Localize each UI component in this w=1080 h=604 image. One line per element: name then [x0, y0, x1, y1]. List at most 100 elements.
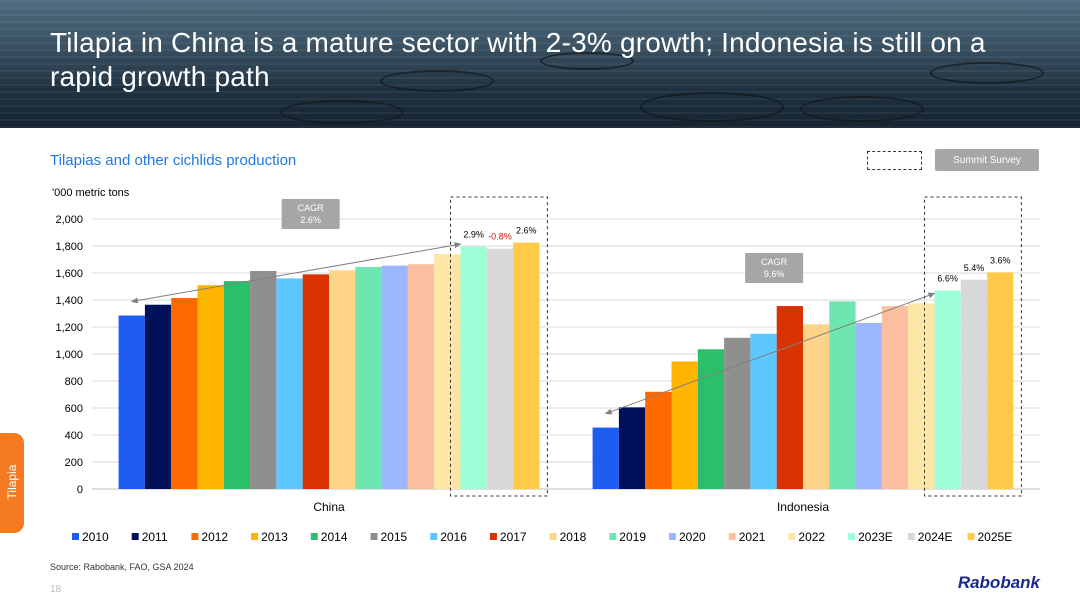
- legend-swatch: [131, 533, 139, 540]
- legend-label: 2020: [679, 530, 706, 544]
- growth-label: -0.8%: [488, 232, 512, 242]
- legend-swatch: [788, 533, 796, 540]
- legend-swatch: [609, 533, 617, 540]
- bar-china-2020: [381, 265, 408, 489]
- bar-china-2017: [302, 274, 329, 489]
- bar-indonesia-2011: [618, 407, 646, 489]
- y-tick-label: 0: [77, 484, 83, 496]
- growth-label: 6.6%: [937, 274, 958, 284]
- legend-label: 2013: [261, 530, 288, 544]
- y-tick-label: 1,000: [55, 349, 83, 361]
- bar-china-2015: [250, 270, 277, 489]
- legend-label: 2022: [798, 530, 825, 544]
- growth-label: 2.6%: [516, 226, 537, 236]
- legend-label: 2024E: [918, 530, 953, 544]
- legend-label: 2021: [739, 530, 766, 544]
- bar-china-2022: [434, 254, 461, 489]
- rabobank-logo: Rabobank: [957, 573, 1040, 592]
- legend-label: 2010: [82, 530, 109, 544]
- cagr-callout-value: 9.6%: [764, 269, 785, 279]
- bar-china-2010: [118, 315, 145, 489]
- page-title: Tilapia in China is a mature sector with…: [50, 27, 986, 92]
- y-tick-label: 1,200: [55, 322, 83, 334]
- bar-china-2021: [407, 264, 435, 489]
- bar-china-2013: [197, 285, 224, 489]
- bar-china-2025e: [513, 242, 540, 489]
- y-axis-unit-label: '000 metric tons: [52, 187, 130, 199]
- bar-china-2012: [171, 297, 198, 489]
- bar-china-2019: [355, 266, 382, 489]
- bar-indonesia-2012: [645, 391, 672, 489]
- source-note: Source: Rabobank, FAO, GSA 2024: [50, 562, 194, 572]
- legend-label: 2016: [440, 530, 467, 544]
- bar-china-2018: [329, 270, 356, 489]
- y-tick-label: 200: [65, 457, 83, 469]
- bar-indonesia-2023e: [934, 290, 961, 489]
- bar-indonesia-2015: [724, 337, 751, 489]
- fish-pen-image: [280, 100, 404, 124]
- bar-china-2011: [144, 304, 172, 489]
- forecast-dashed-box: [450, 196, 548, 497]
- cagr-callout-value: 2.6%: [300, 215, 321, 225]
- legend-label: 2023E: [858, 530, 893, 544]
- bar-indonesia-2025e: [987, 272, 1014, 489]
- cagr-trend-arrow: [604, 292, 936, 415]
- cagr-trend-arrow: [130, 242, 462, 304]
- cagr-callout-label: CAGR: [761, 257, 788, 267]
- legend-label: 2017: [500, 530, 527, 544]
- page-number: 18: [50, 584, 62, 595]
- legend-swatch: [669, 533, 676, 540]
- legend-label: 2011: [142, 530, 168, 544]
- bar-china-2014: [223, 281, 251, 489]
- fish-pen-image: [380, 70, 494, 92]
- bar-indonesia-2020: [855, 322, 882, 489]
- cagr-callout: [281, 199, 340, 229]
- y-tick-label: 1,600: [55, 268, 83, 280]
- y-tick-label: 800: [65, 376, 83, 388]
- bar-indonesia-2019: [829, 301, 856, 489]
- y-tick-label: 2,000: [55, 214, 83, 226]
- legend-swatch: [370, 533, 378, 540]
- bar-indonesia-2010: [592, 427, 619, 489]
- legend-label: 2015: [381, 530, 408, 544]
- legend-swatch: [967, 533, 975, 540]
- legend-swatch: [728, 533, 736, 540]
- legend-swatch: [907, 533, 915, 540]
- bar-indonesia-2013: [671, 361, 698, 489]
- legend-label: 2012: [201, 530, 228, 544]
- bar-indonesia-2016: [750, 333, 777, 489]
- legend-swatch: [489, 533, 497, 540]
- growth-label: 3.6%: [990, 255, 1011, 265]
- legend-swatch: [191, 533, 199, 540]
- bar-indonesia-2021: [881, 306, 909, 489]
- legend-swatch: [848, 533, 856, 540]
- side-tab[interactable]: Tilapia: [0, 433, 24, 533]
- survey-legend-box: [867, 151, 922, 170]
- legend-label: 2025E: [978, 530, 1013, 544]
- legend-swatch: [549, 533, 557, 540]
- fish-pen-image: [540, 52, 634, 70]
- bar-indonesia-2017: [776, 306, 803, 489]
- bar-indonesia-2018: [803, 324, 830, 489]
- legend-label: 2014: [321, 530, 348, 544]
- legend-label: 2019: [619, 530, 646, 544]
- bar-china-2016: [276, 278, 303, 489]
- cagr-callout-label: CAGR: [298, 203, 325, 213]
- summit-survey-label: Summit Survey: [935, 149, 1039, 171]
- bar-china-2023e: [460, 246, 487, 489]
- bar-indonesia-2024e: [960, 279, 988, 489]
- y-tick-label: 400: [65, 430, 83, 442]
- legend-label: 2018: [560, 530, 587, 544]
- header-banner: Tilapia in China is a mature sector with…: [0, 0, 1080, 128]
- growth-label: 2.9%: [463, 230, 484, 240]
- cagr-callout: [745, 253, 804, 283]
- growth-label: 5.4%: [964, 263, 985, 273]
- bar-indonesia-2014: [697, 349, 725, 489]
- legend-swatch: [251, 533, 259, 540]
- legend-swatch: [310, 533, 318, 540]
- chart-subtitle: Tilapias and other cichlids production: [50, 152, 297, 169]
- bar-china-2024e: [486, 248, 514, 489]
- legend-swatch: [72, 533, 79, 540]
- fish-pen-image: [800, 96, 924, 122]
